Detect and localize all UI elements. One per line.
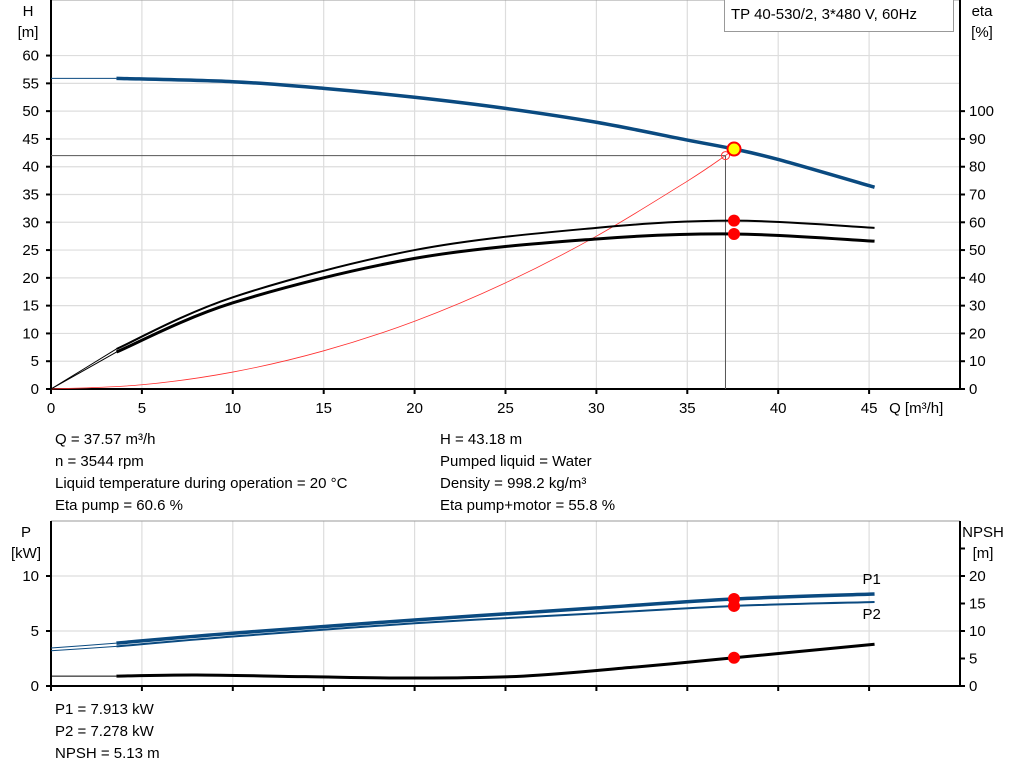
info-right: H = 43.18 m Pumped liquid = Water Densit… — [440, 429, 615, 517]
power-y2-tick-label: 0 — [969, 678, 977, 695]
power-y2-tick-label: 10 — [969, 623, 986, 640]
system-point-marker — [720, 151, 730, 161]
qh-x-axis-title: Q [m³/h] — [889, 400, 943, 417]
eta-pump-motor-curve-line — [115, 232, 875, 354]
power-y2-axis-title: NPSH — [962, 524, 1004, 541]
qh-y2-tick-label: 0 — [969, 381, 977, 398]
info-eta-pump: Eta pump = 60.6 % — [55, 497, 183, 514]
qh-x-tick-label: 45 — [861, 400, 878, 417]
qh-y-tick-label: 30 — [22, 214, 39, 231]
qh-y2-tick-label: 40 — [969, 270, 986, 287]
qh-y-tick-label: 0 — [31, 381, 39, 398]
npsh-marker — [728, 651, 741, 664]
info-p2: P2 = 7.278 kW — [55, 723, 154, 740]
eta-pump-curve-line — [116, 219, 875, 350]
qh-y2-tick-label: 70 — [969, 187, 986, 204]
qh-x-tick-label: 40 — [770, 400, 787, 417]
qh-x-tick-label: 30 — [588, 400, 605, 417]
qh-y2-tick-label: 90 — [969, 131, 986, 148]
duty-point-marker — [726, 141, 742, 157]
pump-title-box: TP 40-530/2, 3*480 V, 60Hz — [724, 0, 954, 32]
qh-y-tick-label: 20 — [22, 270, 39, 287]
power-y2-axis-unit: [m] — [973, 545, 994, 562]
npsh-curve-line — [116, 642, 875, 680]
eta-pump-motor-curve-extension — [50, 351, 117, 390]
p1-curve-line — [116, 592, 875, 645]
power-y2-tick-label: 20 — [969, 568, 986, 585]
power-y2-tick-label: 5 — [969, 651, 977, 668]
qh-y-tick-label: 35 — [22, 187, 39, 204]
power-y-axis-title: P — [21, 524, 31, 541]
qh-y-tick-label: 25 — [22, 242, 39, 259]
qh-x-tick-label: 25 — [497, 400, 514, 417]
qh-y2-tick-label: 20 — [969, 325, 986, 342]
qh-y-axis-title: H — [23, 3, 34, 20]
p1-curve-label: P1 — [863, 571, 881, 588]
qh-y-tick-label: 40 — [22, 159, 39, 176]
info-p1: P1 = 7.913 kW — [55, 701, 154, 718]
info-left: Q = 37.57 m³/h n = 3544 rpm Liquid tempe… — [55, 429, 347, 517]
info-temperature: Liquid temperature during operation = 20… — [55, 475, 348, 492]
eta-pump-motor-marker — [728, 227, 741, 240]
power-y2-tick-label: 15 — [969, 596, 986, 613]
qh-x-tick-label: 5 — [138, 400, 146, 417]
info-flow: Q = 37.57 m³/h — [55, 431, 156, 448]
info-liquid: Pumped liquid = Water — [440, 453, 592, 470]
qh-y-tick-label: 15 — [22, 298, 39, 315]
qh-y2-tick-label: 50 — [969, 242, 986, 259]
power-y-tick-label: 10 — [22, 568, 39, 585]
qh-y2-tick-label: 30 — [969, 298, 986, 315]
info-speed: n = 3544 rpm — [55, 453, 144, 470]
qh-x-tick-label: 10 — [224, 400, 241, 417]
system-curve-line — [50, 155, 726, 390]
p2-marker — [728, 599, 741, 612]
info-bottom: P1 = 7.913 kW P2 = 7.278 kW NPSH = 5.13 … — [55, 699, 160, 765]
head-curve-line — [116, 76, 876, 189]
qh-y2-tick-label: 100 — [969, 103, 994, 120]
qh-y-tick-label: 55 — [22, 75, 39, 92]
qh-y2-tick-label: 60 — [969, 214, 986, 231]
qh-y-tick-label: 45 — [22, 131, 39, 148]
eta-pump-marker — [728, 214, 741, 227]
qh-x-tick-label: 15 — [315, 400, 332, 417]
power-y-axis-unit: [kW] — [11, 545, 41, 562]
qh-y2-tick-label: 10 — [969, 353, 986, 370]
qh-y-axis-unit: [m] — [18, 24, 39, 41]
qh-y-tick-label: 60 — [22, 48, 39, 65]
info-density: Density = 998.2 kg/m³ — [440, 475, 587, 492]
p2-curve-label: P2 — [863, 606, 881, 623]
qh-y2-tick-label: 80 — [969, 159, 986, 176]
p2-curve-line — [116, 600, 875, 648]
power-y-tick-label: 5 — [31, 623, 39, 640]
qh-y2-axis-unit: [%] — [971, 24, 993, 41]
qh-y2-axis-title: eta — [972, 3, 994, 20]
pump-title: TP 40-530/2, 3*480 V, 60Hz — [731, 6, 917, 23]
power-y-tick-label: 0 — [31, 678, 39, 695]
qh-x-tick-label: 0 — [47, 400, 55, 417]
qh-y-tick-label: 50 — [22, 103, 39, 120]
p1-curve-extension — [50, 642, 117, 649]
p2-curve-extension — [50, 645, 117, 652]
info-eta-pump-motor: Eta pump+motor = 55.8 % — [440, 497, 616, 514]
qh-y-tick-label: 5 — [31, 353, 39, 370]
info-npsh: NPSH = 5.13 m — [55, 745, 160, 762]
qh-y-tick-label: 10 — [22, 325, 39, 342]
qh-x-tick-label: 20 — [406, 400, 423, 417]
info-head: H = 43.18 m — [440, 431, 523, 448]
qh-x-tick-label: 35 — [679, 400, 696, 417]
